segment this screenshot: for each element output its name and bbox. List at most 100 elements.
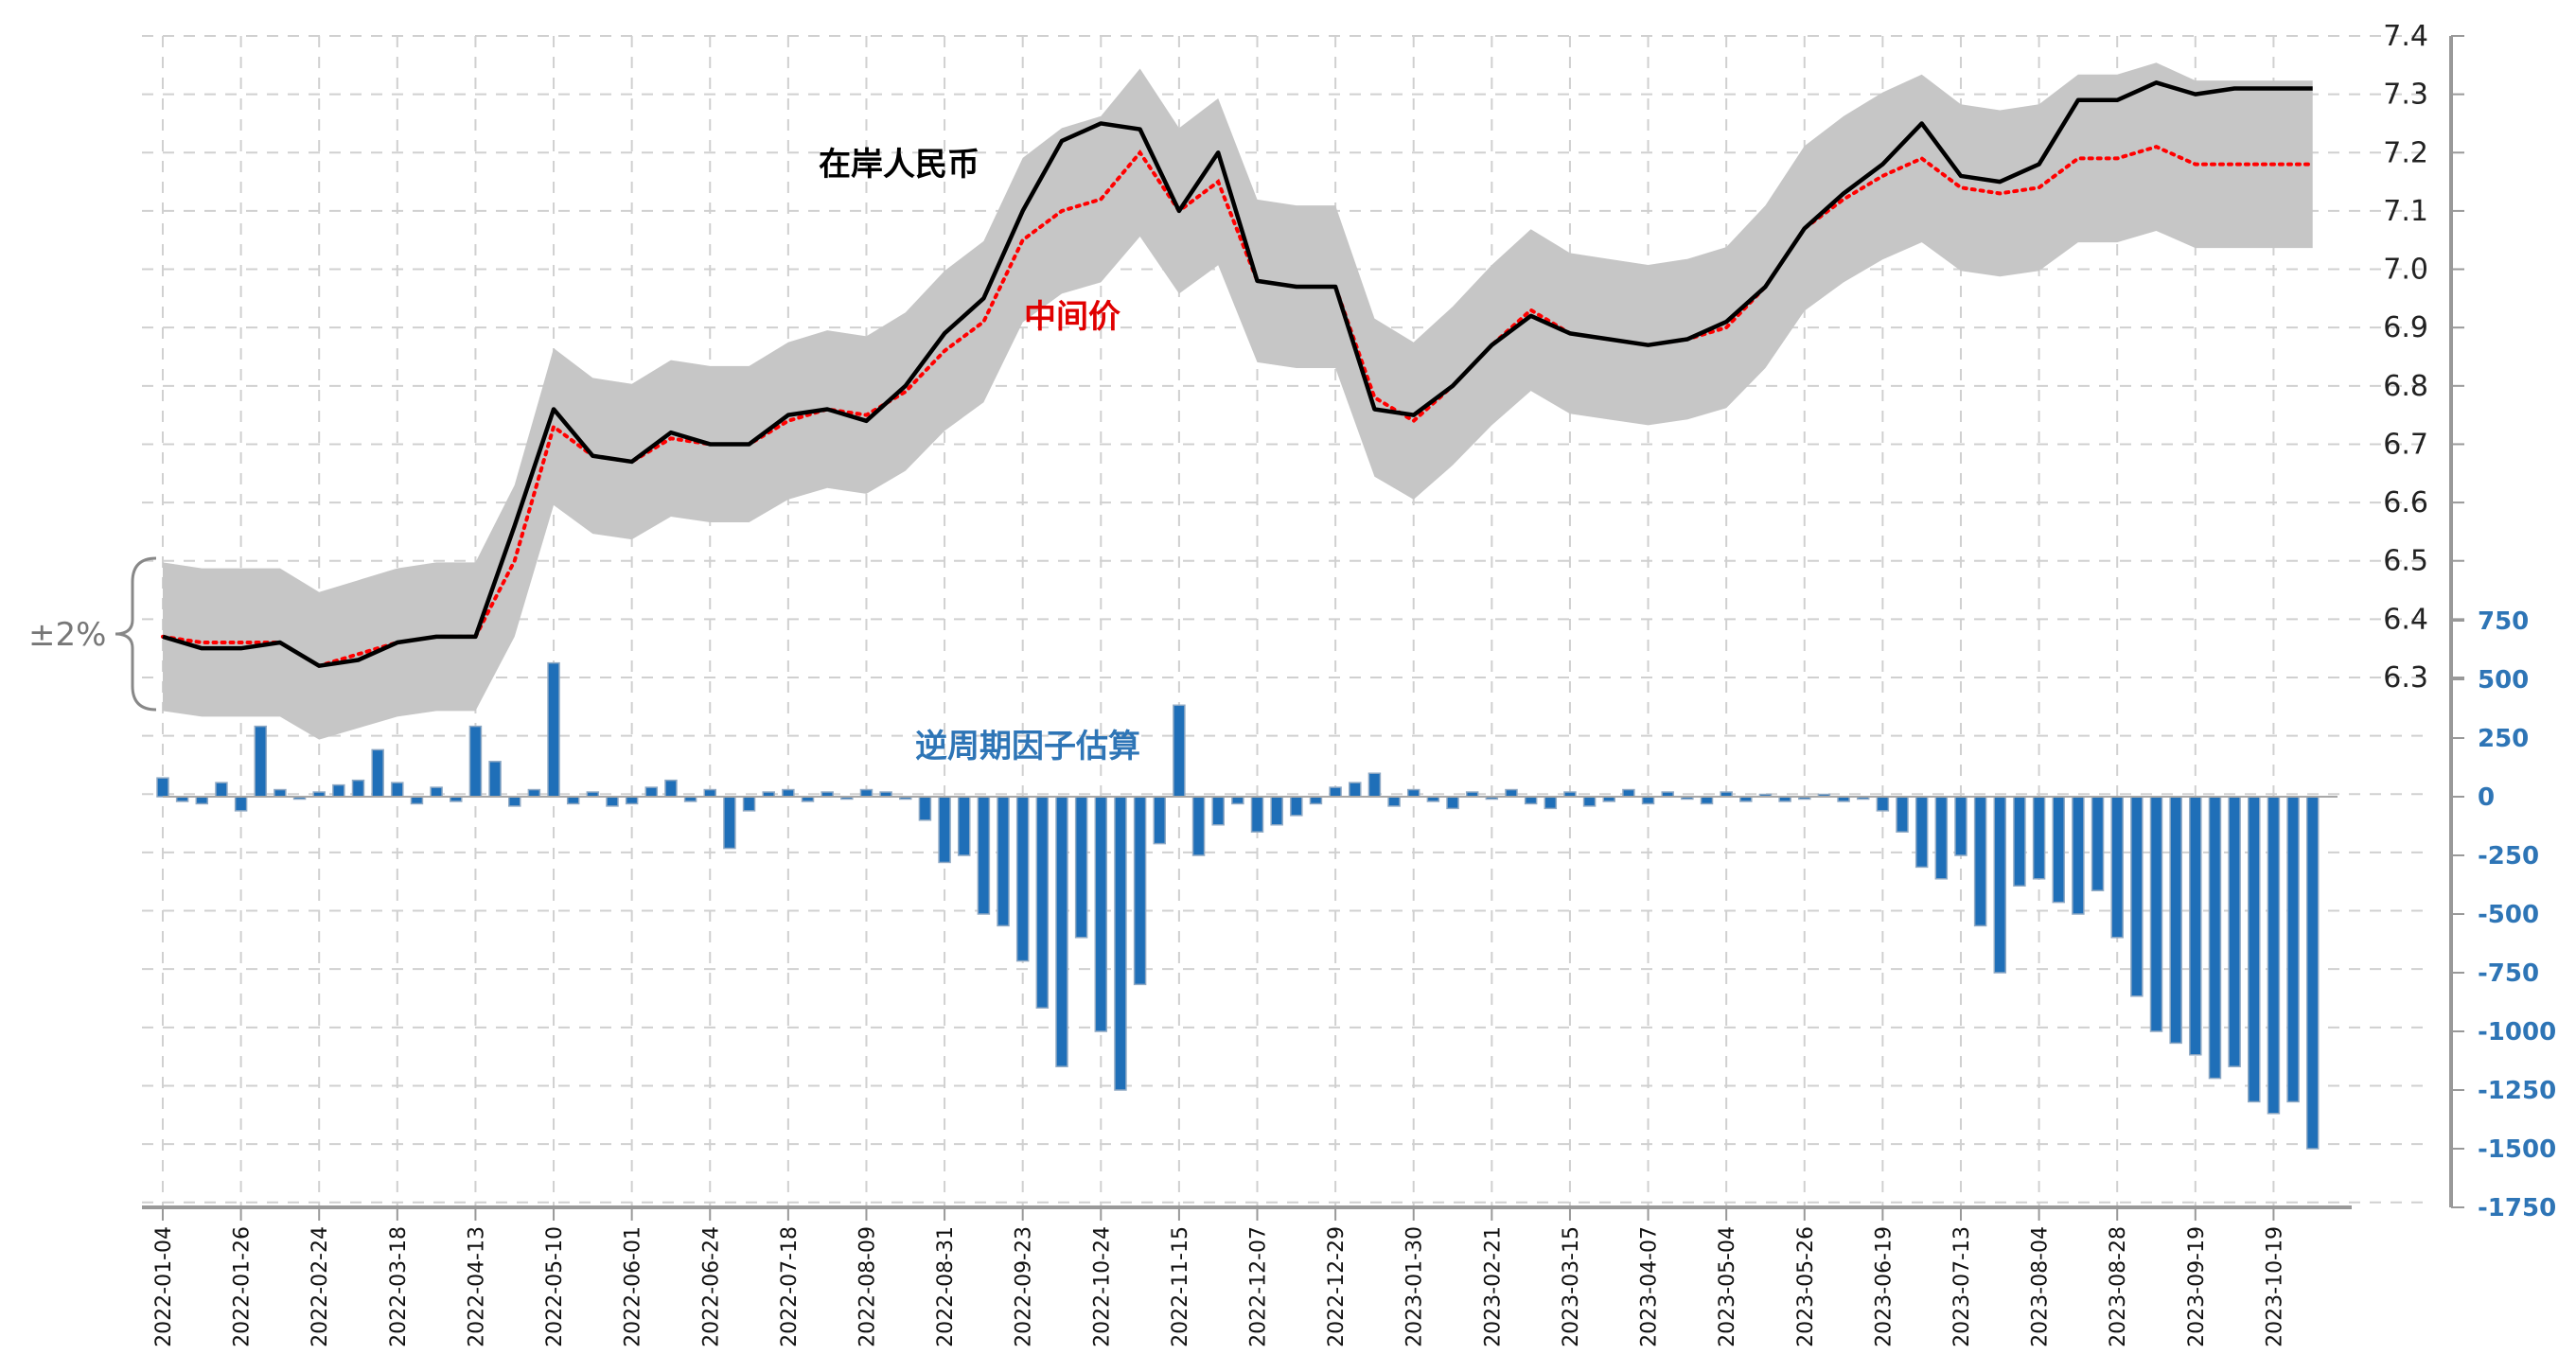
x-axis-tick-label: 2022-02-24 — [309, 1226, 332, 1347]
bar — [2072, 796, 2085, 915]
bar — [527, 788, 541, 798]
bar — [938, 796, 951, 864]
x-axis-tick-label: 2022-01-04 — [152, 1226, 176, 1347]
bar — [1250, 796, 1264, 833]
bars — [156, 661, 2320, 1150]
right-axis-tick-label: -250 — [2478, 842, 2539, 871]
bar — [723, 796, 736, 850]
bar — [1446, 796, 1459, 810]
bar — [957, 796, 971, 856]
bar — [1055, 796, 1068, 1067]
bar — [351, 779, 365, 798]
x-axis-tick-label: 2023-03-15 — [1560, 1226, 1583, 1347]
x-axis-tick-label: 2022-11-15 — [1169, 1226, 1192, 1347]
x-axis-tick-label: 2022-06-01 — [622, 1226, 645, 1347]
bar — [2267, 796, 2281, 1115]
right-axis-tick-label: -1750 — [2478, 1194, 2556, 1222]
bar — [1582, 796, 1597, 807]
x-axis-tick-label: 2022-08-31 — [934, 1226, 958, 1347]
bar — [195, 796, 209, 805]
bar — [1329, 786, 1342, 798]
right-axis-tick-label: 750 — [2478, 607, 2529, 636]
bar — [1700, 796, 1714, 805]
left-axis-tick-label: 7.0 — [2383, 254, 2428, 287]
x-axis-tick-label: 2023-07-13 — [1950, 1226, 1974, 1347]
bar — [1094, 796, 1108, 1032]
bar — [1914, 796, 1929, 869]
bar — [977, 796, 991, 915]
right-axis-tick-label: -1500 — [2478, 1135, 2556, 1164]
right-axis-tick-label: 250 — [2478, 725, 2529, 753]
bar — [215, 782, 228, 798]
bar — [468, 725, 483, 798]
bar — [2305, 796, 2320, 1150]
bar — [1406, 788, 1420, 798]
annotation-mid-price: 中间价 — [1024, 298, 1120, 336]
bar — [1367, 772, 1382, 798]
bar — [644, 786, 659, 798]
bar — [2169, 796, 2182, 1045]
bar — [997, 796, 1010, 927]
bar — [1173, 704, 1186, 798]
bar — [566, 796, 580, 805]
right-axis-tick-label: -1000 — [2478, 1018, 2556, 1047]
bar — [2149, 796, 2163, 1032]
bar — [2248, 796, 2261, 1103]
right-axis-tick-label: 0 — [2478, 783, 2495, 812]
x-axis-tick-label: 2022-12-07 — [1247, 1226, 1271, 1347]
left-axis-tick-label: 6.7 — [2383, 428, 2428, 461]
right-axis-tick-label: -500 — [2478, 901, 2539, 929]
bar — [2110, 796, 2124, 939]
bar — [703, 788, 717, 798]
bar — [664, 779, 678, 798]
bar — [1270, 796, 1283, 826]
x-axis-tick-label: 2023-04-07 — [1638, 1226, 1662, 1347]
bar — [1133, 796, 1147, 986]
x-axis-tick-label: 2022-04-13 — [465, 1226, 488, 1347]
right-axis-tick-label: -750 — [2478, 959, 2539, 988]
x-axis-tick-label: 2022-10-24 — [1090, 1226, 1114, 1347]
bar — [625, 796, 639, 805]
bar — [1641, 796, 1655, 805]
left-axis-tick-label: 6.9 — [2383, 311, 2428, 344]
x-axis-tick-label: 2022-12-29 — [1325, 1226, 1349, 1347]
x-axis-tick-label: 2023-05-26 — [1794, 1226, 1818, 1347]
left-axis-tick-label: 6.5 — [2383, 545, 2428, 578]
bar — [234, 796, 248, 812]
bar — [1211, 796, 1225, 826]
bar — [507, 796, 521, 807]
bar — [1309, 796, 1323, 805]
bar — [1622, 788, 1635, 798]
onshore-rmb-line — [162, 80, 2313, 668]
x-axis-tick-label: 2023-06-19 — [1872, 1226, 1896, 1347]
bar — [410, 796, 424, 805]
bar — [1015, 796, 1030, 962]
bar — [1505, 788, 1518, 798]
x-axis-tick-label: 2023-08-04 — [2029, 1226, 2053, 1347]
bar — [2032, 796, 2046, 880]
left-axis-tick-label: 7.3 — [2383, 79, 2428, 112]
left-axis-tick-label: 7.2 — [2383, 136, 2428, 169]
brace-icon — [115, 556, 157, 712]
x-axis-tick-label: 2023-10-19 — [2263, 1226, 2286, 1347]
x-axis-tick-label: 2022-06-24 — [699, 1226, 723, 1347]
x-axis-tick-label: 2022-01-26 — [231, 1226, 255, 1347]
bar — [1896, 796, 1909, 833]
bar — [1231, 796, 1244, 805]
x-axis-tick-label: 2023-09-19 — [2185, 1226, 2209, 1347]
bar — [2189, 796, 2202, 1056]
annotation-countercyclical-factor: 逆周期因子估算 — [915, 728, 1140, 765]
bar — [2052, 796, 2065, 904]
bar — [2228, 796, 2241, 1067]
bar — [156, 777, 169, 798]
bar — [1349, 782, 1362, 798]
bar — [1876, 796, 1890, 812]
bar — [782, 788, 795, 798]
x-axis-tick-label: 2023-02-21 — [1481, 1226, 1505, 1347]
left-axis-tick-label: 6.4 — [2383, 603, 2428, 636]
bar — [859, 788, 873, 798]
bar — [918, 796, 932, 821]
annotation-onshore-rmb: 在岸人民币 — [819, 146, 979, 184]
left-axis-tick-label: 7.4 — [2383, 20, 2428, 53]
